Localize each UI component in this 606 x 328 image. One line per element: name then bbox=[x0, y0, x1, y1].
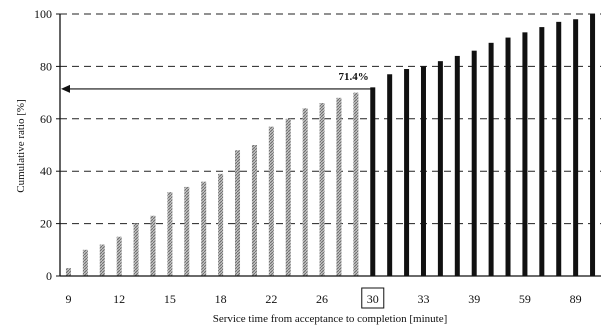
x-tick-label: 22 bbox=[265, 292, 277, 306]
bar-30 bbox=[556, 21, 562, 276]
bar-21 bbox=[404, 69, 410, 277]
x-tick-label: 26 bbox=[316, 292, 328, 306]
y-tick-labels: 0 20 40 60 80 100 bbox=[34, 7, 60, 283]
bar-26 bbox=[488, 42, 494, 276]
bar-6 bbox=[150, 215, 156, 276]
bar-7 bbox=[167, 192, 173, 276]
y-tick-label: 80 bbox=[40, 59, 52, 73]
bar-31 bbox=[573, 19, 579, 277]
bar-27 bbox=[505, 37, 511, 276]
bar-15 bbox=[302, 108, 308, 276]
x-tick-highlight-box bbox=[361, 287, 385, 309]
x-tick-label: 9 bbox=[65, 292, 71, 306]
y-tick-label: 60 bbox=[40, 112, 52, 126]
annotation-arrow-head bbox=[61, 84, 70, 93]
bar-19 bbox=[370, 87, 376, 276]
bar-14 bbox=[285, 118, 291, 276]
bar-18 bbox=[353, 92, 359, 276]
bar-11 bbox=[235, 150, 241, 276]
bar-25 bbox=[471, 50, 477, 277]
y-tick-label: 0 bbox=[46, 269, 52, 283]
y-tick-label: 20 bbox=[40, 217, 52, 231]
bar-17 bbox=[336, 97, 342, 276]
y-axis-title: Cumulative ratio [%] bbox=[15, 99, 27, 192]
x-tick-label: 39 bbox=[468, 292, 480, 306]
bar-23 bbox=[437, 61, 443, 276]
bar-13 bbox=[268, 126, 274, 276]
bar-16 bbox=[319, 103, 325, 276]
y-tick-label: 100 bbox=[34, 7, 52, 21]
gridlines bbox=[60, 13, 601, 225]
bar-10 bbox=[218, 173, 224, 276]
bar-28 bbox=[522, 32, 528, 277]
bar-32 bbox=[590, 14, 596, 276]
bar-29 bbox=[539, 27, 545, 276]
bar-22 bbox=[420, 66, 426, 277]
bar-20 bbox=[387, 74, 393, 276]
axes bbox=[59, 14, 601, 277]
bar-5 bbox=[133, 223, 139, 276]
x-tick-label: 15 bbox=[164, 292, 176, 306]
bar-8 bbox=[184, 186, 190, 276]
x-tick-label: 30 bbox=[367, 292, 379, 306]
bar-12 bbox=[251, 145, 257, 276]
bar-4 bbox=[116, 236, 122, 276]
x-tick-label: 12 bbox=[113, 292, 125, 306]
x-tick-label: 59 bbox=[519, 292, 531, 306]
annotation-label: 71.4% bbox=[339, 71, 369, 83]
annotation: 71.4% bbox=[61, 71, 373, 93]
x-tick-label: 89 bbox=[570, 292, 582, 306]
bar-2 bbox=[82, 249, 88, 276]
bar-9 bbox=[201, 181, 207, 276]
x-axis-title: Service time from acceptance to completi… bbox=[213, 313, 448, 325]
bar-3 bbox=[99, 244, 105, 276]
y-tick-label: 40 bbox=[40, 164, 52, 178]
x-tick-label: 18 bbox=[215, 292, 227, 306]
bar-1 bbox=[65, 268, 71, 276]
bars bbox=[65, 14, 596, 277]
bar-24 bbox=[454, 55, 460, 276]
x-tick-labels: 9 12 15 18 22 26 30 33 39 59 89 bbox=[65, 287, 582, 309]
x-tick-label: 33 bbox=[417, 292, 429, 306]
